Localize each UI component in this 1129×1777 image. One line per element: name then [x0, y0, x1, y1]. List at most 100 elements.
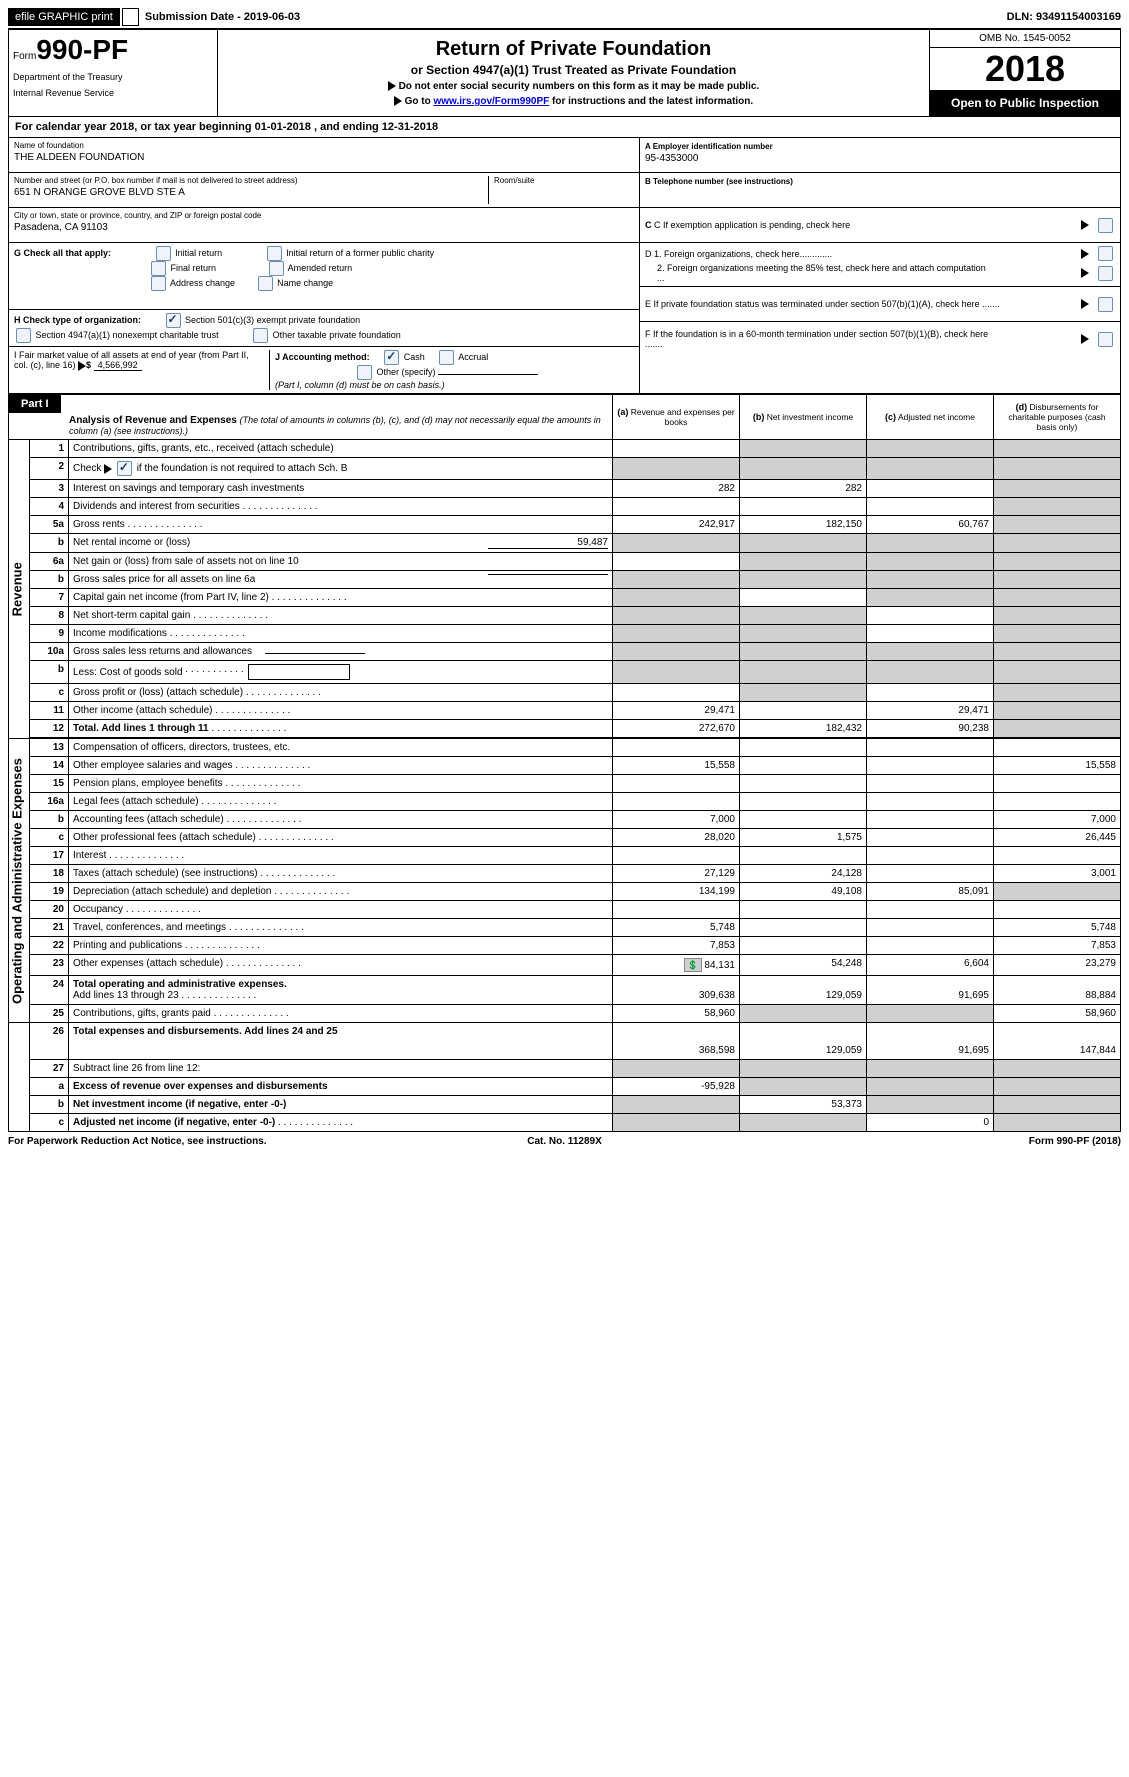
checkbox-address-change[interactable] [151, 276, 166, 291]
table-row: 19Depreciation (attach schedule) and dep… [9, 883, 1121, 901]
table-row: bNet investment income (if negative, ent… [9, 1096, 1121, 1114]
arrow-icon [1081, 299, 1089, 309]
table-row: cAdjusted net income (if negative, enter… [9, 1114, 1121, 1132]
part-header: Part I [9, 395, 612, 413]
name-label: Name of foundation [14, 141, 634, 150]
arrow-icon [104, 464, 112, 474]
section-c: C C If exemption application is pending,… [640, 208, 1120, 243]
street-row: Number and street (or P.O. box number if… [9, 173, 639, 208]
table-row: 3Interest on savings and temporary cash … [9, 480, 1121, 498]
table-row: Revenue 1Contributions, gifts, grants, e… [9, 440, 1121, 458]
checkbox-e[interactable] [1098, 297, 1113, 312]
form-prefix: Form [13, 51, 36, 62]
checkbox-name-change[interactable] [258, 276, 273, 291]
checkbox-sch-b[interactable] [117, 461, 132, 476]
city-value: Pasadena, CA 91103 [14, 222, 634, 233]
note-ssn: Do not enter social security numbers on … [399, 81, 760, 92]
arrow-icon [394, 96, 402, 106]
table-row: 15Pension plans, employee benefits [9, 775, 1121, 793]
checkbox-initial-return[interactable] [156, 246, 171, 261]
g-label: G Check all that apply: [14, 248, 111, 258]
ein-value: 95-4353000 [645, 153, 1115, 164]
section-a: A Employer identification number 95-4353… [640, 138, 1120, 173]
section-g: G Check all that apply: Initial return I… [9, 243, 639, 310]
checkbox-amended[interactable] [269, 261, 284, 276]
section-h: H Check type of organization: Section 50… [9, 310, 639, 347]
table-row: 25Contributions, gifts, grants paid 58,9… [9, 1005, 1121, 1023]
street-value: 651 N ORANGE GROVE BLVD STE A [14, 187, 483, 198]
arrow-icon [78, 361, 86, 371]
table-row: 7Capital gain net income (from Part IV, … [9, 589, 1121, 607]
j-label: J Accounting method: [275, 352, 370, 362]
expense-side-label: Operating and Administrative Expenses [9, 739, 30, 1023]
section-e: E If private foundation status was termi… [640, 287, 1120, 322]
part-title: Analysis of Revenue and Expenses [69, 415, 237, 426]
header-left: Form990-PF Department of the Treasury In… [9, 30, 218, 116]
revenue-side-label: Revenue [9, 440, 30, 739]
table-row: 27Subtract line 26 from line 12: [9, 1060, 1121, 1078]
header-right: OMB No. 1545-0052 2018 Open to Public In… [929, 30, 1120, 116]
arrow-icon [1081, 334, 1089, 344]
print-button[interactable] [122, 8, 139, 26]
table-row: 14Other employee salaries and wages 15,5… [9, 757, 1121, 775]
checkbox-4947[interactable] [16, 328, 31, 343]
footer-left: For Paperwork Reduction Act Notice, see … [8, 1136, 379, 1147]
attachment-icon[interactable]: 💲 [684, 958, 702, 972]
part-badge: Part I [9, 395, 61, 413]
table-row: bLess: Cost of goods sold [9, 661, 1121, 684]
table-row: aExcess of revenue over expenses and dis… [9, 1078, 1121, 1096]
table-row: 8Net short-term capital gain [9, 607, 1121, 625]
efile-button[interactable]: efile GRAPHIC print [8, 8, 120, 26]
checkbox-cash[interactable] [384, 350, 399, 365]
checkbox-c[interactable] [1098, 218, 1113, 233]
street-label: Number and street (or P.O. box number if… [14, 176, 483, 185]
omb-number: OMB No. 1545-0052 [930, 30, 1120, 48]
irs-link[interactable]: www.irs.gov/Form990PF [433, 96, 549, 107]
info-grid: Name of foundation THE ALDEEN FOUNDATION… [8, 138, 1121, 394]
checkbox-accrual[interactable] [439, 350, 454, 365]
open-inspection: Open to Public Inspection [930, 90, 1120, 116]
irs-label: Internal Revenue Service [13, 88, 213, 98]
checkbox-d1[interactable] [1098, 246, 1113, 261]
col-d-header: (d) Disbursements for charitable purpose… [994, 395, 1121, 440]
table-row: 17Interest [9, 847, 1121, 865]
table-row: Operating and Administrative Expenses 13… [9, 739, 1121, 757]
checkbox-f[interactable] [1098, 332, 1113, 347]
f-label: F If the foundation is in a 60-month ter… [645, 329, 1005, 349]
table-row: 23Other expenses (attach schedule) 💲 84,… [9, 955, 1121, 976]
table-row: 26Total expenses and disbursements. Add … [9, 1023, 1121, 1060]
b-label: B Telephone number (see instructions) [645, 177, 793, 186]
checkbox-other-taxable[interactable] [253, 328, 268, 343]
checkbox-initial-former[interactable] [267, 246, 282, 261]
checkbox-other-method[interactable] [357, 365, 372, 380]
header-mid: Return of Private Foundation or Section … [218, 30, 929, 116]
foundation-name: THE ALDEEN FOUNDATION [14, 152, 634, 163]
table-row: cGross profit or (loss) (attach schedule… [9, 684, 1121, 702]
arrow-icon [388, 81, 396, 91]
submission-date: Submission Date - 2019-06-03 [145, 11, 300, 23]
a-label: A Employer identification number [645, 142, 773, 151]
page-footer: For Paperwork Reduction Act Notice, see … [8, 1136, 1121, 1147]
city-label: City or town, state or province, country… [14, 211, 634, 220]
form-header: Form990-PF Department of the Treasury In… [8, 28, 1121, 117]
arrow-icon [1081, 220, 1089, 230]
room-label: Room/suite [494, 176, 634, 185]
e-label: E If private foundation status was termi… [645, 299, 1000, 309]
form-number: 990-PF [36, 34, 128, 65]
table-row: 21Travel, conferences, and meetings 5,74… [9, 919, 1121, 937]
footer-right: Form 990-PF (2018) [750, 1136, 1121, 1147]
table-row: 18Taxes (attach schedule) (see instructi… [9, 865, 1121, 883]
d2-label: 2. Foreign organizations meeting the 85%… [645, 263, 987, 283]
table-row: bAccounting fees (attach schedule) 7,000… [9, 811, 1121, 829]
checkbox-d2[interactable] [1098, 266, 1113, 281]
table-row: bNet rental income or (loss) 59,487 [9, 534, 1121, 553]
checkbox-final-return[interactable] [151, 261, 166, 276]
table-row: 11Other income (attach schedule) 29,4712… [9, 702, 1121, 720]
table-row: 16aLegal fees (attach schedule) [9, 793, 1121, 811]
col-b-header: (b) Net investment income [740, 395, 867, 440]
section-b: B Telephone number (see instructions) [640, 173, 1120, 208]
table-row: cOther professional fees (attach schedul… [9, 829, 1121, 847]
table-row: 2Check if the foundation is not required… [9, 458, 1121, 480]
table-row: 6aNet gain or (loss) from sale of assets… [9, 553, 1121, 571]
checkbox-501c3[interactable] [166, 313, 181, 328]
